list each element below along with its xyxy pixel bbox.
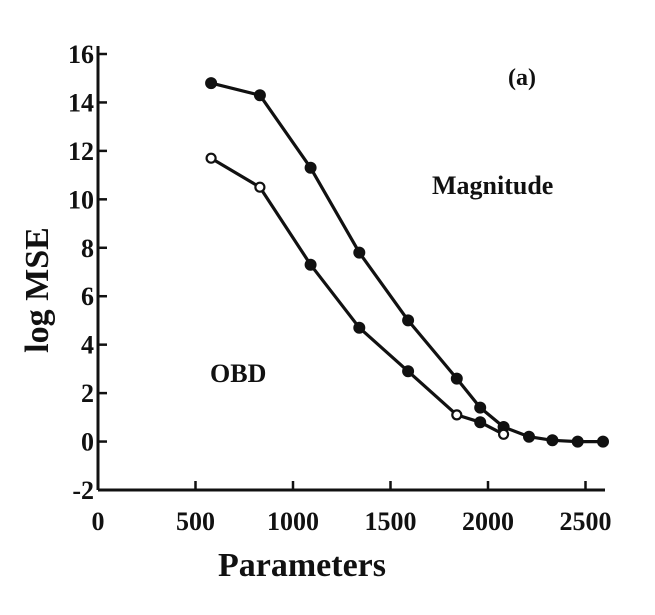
y-tick-label: 14 xyxy=(68,88,94,117)
y-tick-label: 12 xyxy=(68,137,94,166)
x-tick-label: 1000 xyxy=(267,507,319,536)
obd-annotation: OBD xyxy=(210,359,266,388)
x-tick-label: 500 xyxy=(176,507,215,536)
magnitude-annotation: Magnitude xyxy=(432,171,553,200)
data-point-magnitude xyxy=(450,372,463,385)
data-point-obd xyxy=(353,321,366,334)
y-tick-label: 6 xyxy=(81,282,94,311)
data-point-obd xyxy=(498,428,510,440)
data-point-obd xyxy=(451,409,463,421)
series-magnitude xyxy=(205,77,609,448)
y-tick-label: 4 xyxy=(81,331,94,360)
data-point-obd xyxy=(402,365,415,378)
data-point-magnitude xyxy=(304,161,317,174)
data-point-magnitude xyxy=(597,435,609,448)
y-tick-label: -2 xyxy=(72,476,94,505)
panel-label: (a) xyxy=(508,65,536,91)
labels-layer: log MSE Parameters (a) Magnitude OBD xyxy=(19,65,553,584)
x-tick-label: 0 xyxy=(92,507,105,536)
y-tick-label: 0 xyxy=(81,428,94,457)
data-point-magnitude xyxy=(402,314,415,327)
series-layer xyxy=(205,77,609,448)
data-point-magnitude xyxy=(571,435,584,448)
data-point-magnitude xyxy=(205,77,218,90)
series-obd xyxy=(205,152,510,440)
data-point-obd xyxy=(254,181,266,193)
series-line-magnitude xyxy=(210,81,603,444)
x-tick-label: 2000 xyxy=(462,507,514,536)
y-tick-label: 8 xyxy=(81,234,94,263)
y-tick-label: 2 xyxy=(81,379,94,408)
data-point-obd xyxy=(205,152,217,164)
x-tick-label: 1500 xyxy=(365,507,417,536)
x-tick-label: 2500 xyxy=(560,507,612,536)
data-point-magnitude xyxy=(523,430,535,443)
data-point-magnitude xyxy=(353,246,366,259)
y-axis-title: log MSE xyxy=(19,227,56,353)
y-tick-label: 10 xyxy=(68,185,94,214)
data-point-magnitude xyxy=(546,434,559,447)
data-point-magnitude xyxy=(253,89,266,102)
data-point-magnitude xyxy=(474,401,487,414)
y-tick-label: 16 xyxy=(68,40,94,69)
x-axis-title: Parameters xyxy=(218,547,386,584)
data-point-obd xyxy=(474,416,487,429)
data-point-obd xyxy=(304,258,317,271)
